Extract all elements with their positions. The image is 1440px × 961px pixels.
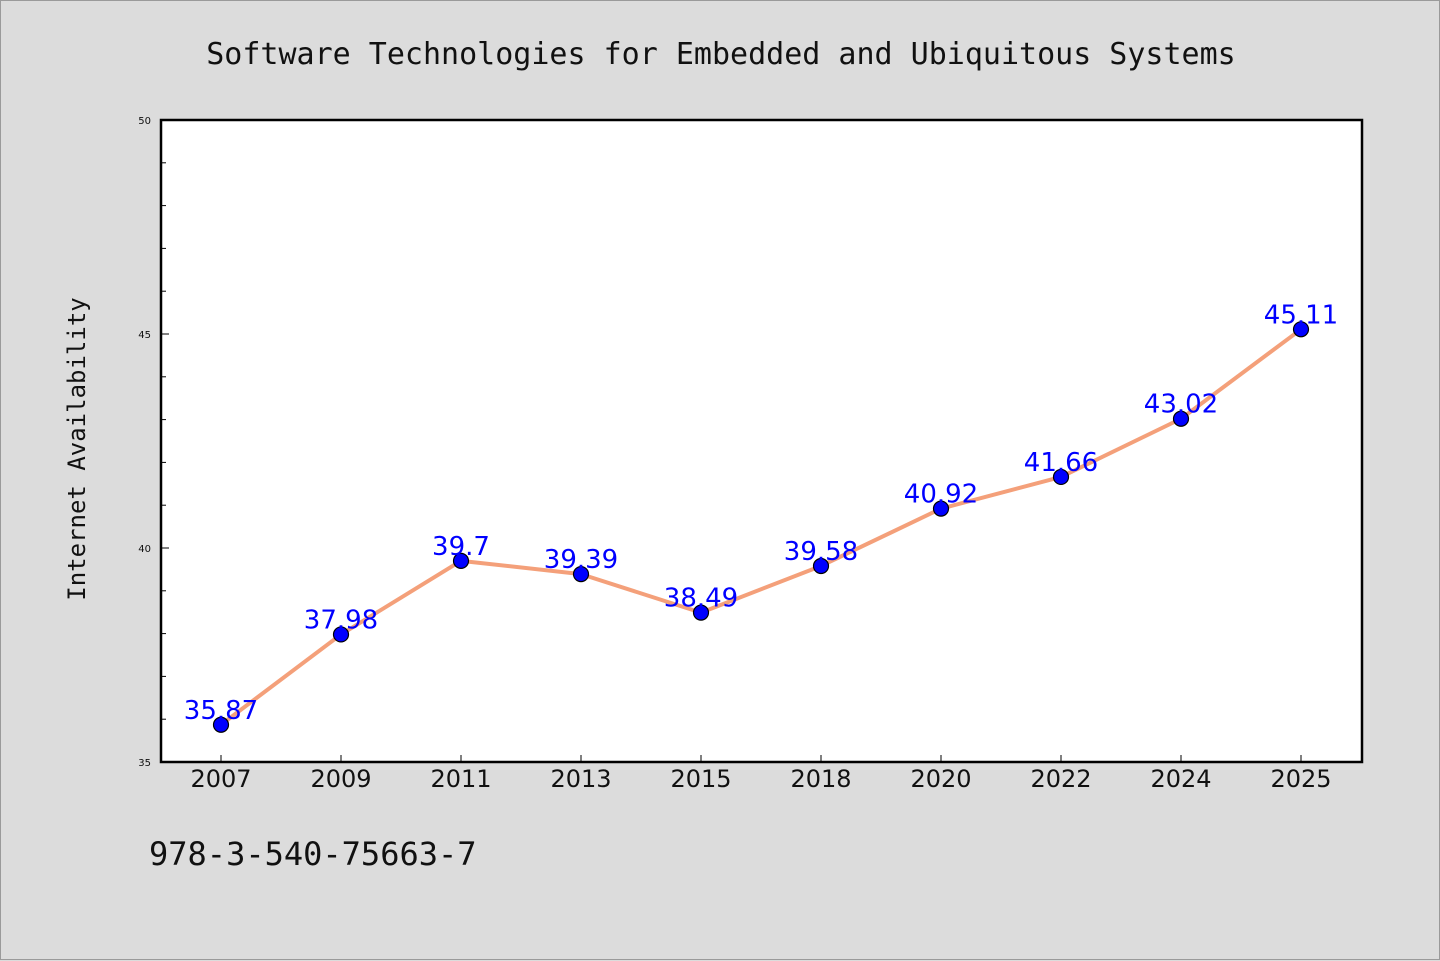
data-label: 39.7 <box>432 532 490 562</box>
data-point <box>1292 321 1310 338</box>
y-axis: 35 40 45 50 <box>138 116 169 769</box>
data-point <box>692 604 710 621</box>
data-point <box>332 626 350 643</box>
data-point <box>932 500 950 517</box>
x-tick-label: 2022 <box>1030 765 1091 793</box>
x-tick-label: 2011 <box>430 765 491 793</box>
data-point <box>212 716 230 733</box>
isbn-footer: 978-3-540-75663-7 <box>149 835 477 873</box>
y-tick-label: 40 <box>138 544 151 555</box>
data-label: 39.58 <box>784 537 858 567</box>
data-point <box>812 557 830 575</box>
data-point <box>1052 468 1070 486</box>
series-line-group <box>219 327 1303 727</box>
plot-area <box>159 118 1364 764</box>
data-label: 41.66 <box>1024 448 1098 478</box>
data-label: 35.87 <box>184 696 258 726</box>
data-label: 37.98 <box>304 605 378 635</box>
x-tick-label: 2025 <box>1270 765 1331 793</box>
x-tick-label: 2018 <box>790 765 851 793</box>
x-tick-label: 2015 <box>670 765 731 793</box>
y-tick-label: 45 <box>138 330 151 341</box>
chart-title: Software Technologies for Embedded and U… <box>206 37 1236 72</box>
x-axis: 2007 2009 2011 2013 2015 2018 2020 2022 2024 2025 <box>190 755 1332 793</box>
markers-group <box>212 321 1310 733</box>
x-tick-label: 2009 <box>310 765 371 793</box>
x-tick-label: 2013 <box>550 765 611 793</box>
x-tick-label: 2007 <box>190 765 251 793</box>
data-point <box>572 566 590 583</box>
y-axis-label: Internet Availability <box>63 297 91 600</box>
data-point <box>1172 410 1190 427</box>
y-tick-label: 50 <box>138 116 151 127</box>
data-label: 39.39 <box>544 545 618 575</box>
x-tick-label: 2020 <box>910 765 971 793</box>
data-label: 38.49 <box>664 584 738 614</box>
x-tick-label: 2024 <box>1150 765 1211 793</box>
data-label: 45.11 <box>1264 300 1338 330</box>
data-label: 43.02 <box>1144 390 1218 420</box>
data-point <box>452 552 470 569</box>
data-label: 40.92 <box>904 480 978 510</box>
data-labels-group: 35.87 37.98 39.7 39.39 38.49 39.58 40.92 41.66 4… <box>184 300 1338 725</box>
y-tick-label: 35 <box>138 758 151 769</box>
series-line <box>219 327 1303 727</box>
